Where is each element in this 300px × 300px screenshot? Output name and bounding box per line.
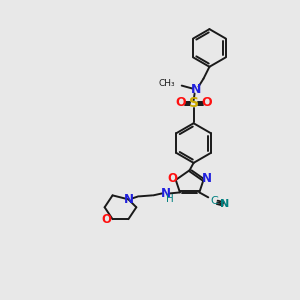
Text: N: N xyxy=(161,187,171,200)
Text: S: S xyxy=(189,96,199,110)
Text: N: N xyxy=(190,83,201,96)
Text: O: O xyxy=(201,96,212,109)
Text: N: N xyxy=(123,193,134,206)
Text: O: O xyxy=(176,96,186,109)
Text: O: O xyxy=(168,172,178,185)
Text: C: C xyxy=(210,196,218,206)
Text: CH₃: CH₃ xyxy=(158,79,175,88)
Text: H: H xyxy=(166,194,174,204)
Text: O: O xyxy=(102,213,112,226)
Text: N: N xyxy=(220,199,230,209)
Text: N: N xyxy=(202,172,212,185)
